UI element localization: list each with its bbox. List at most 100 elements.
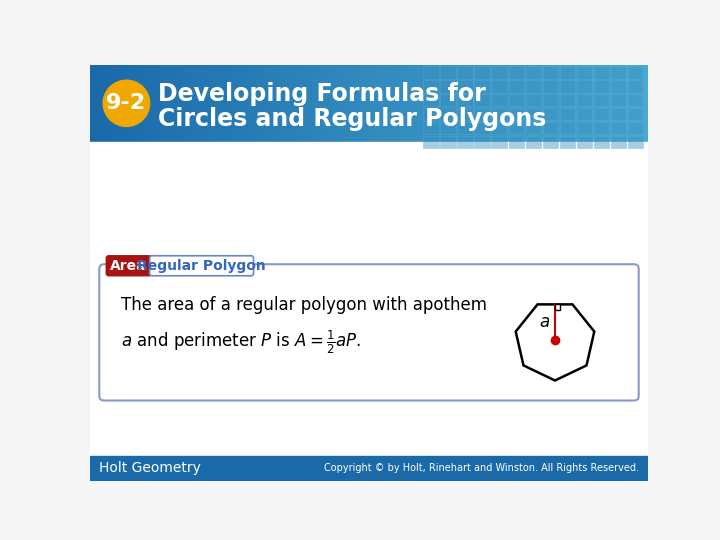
Bar <box>457 94 473 106</box>
Bar <box>593 65 602 142</box>
Text: $a$ and perimeter $P$ is $A = \frac{1}{2}aP$.: $a$ and perimeter $P$ is $A = \frac{1}{2… <box>121 328 361 355</box>
Bar <box>323 65 333 142</box>
Bar <box>378 65 388 142</box>
Bar <box>628 122 644 134</box>
Text: Circles and Regular Polygons: Circles and Regular Polygons <box>158 107 546 131</box>
Bar <box>620 65 630 142</box>
Bar <box>441 136 456 148</box>
Bar <box>474 94 490 106</box>
Bar <box>441 66 456 79</box>
Bar <box>499 65 509 142</box>
Polygon shape <box>555 305 560 310</box>
Bar <box>202 65 212 142</box>
Bar <box>174 65 184 142</box>
Bar <box>526 66 541 79</box>
Bar <box>397 65 407 142</box>
Bar <box>492 122 507 134</box>
Bar <box>611 80 626 92</box>
Bar <box>492 80 507 92</box>
Bar <box>492 66 507 79</box>
Bar <box>611 65 621 142</box>
Bar <box>577 66 593 79</box>
Bar <box>594 80 609 92</box>
Bar <box>441 122 456 134</box>
Bar <box>492 136 507 148</box>
Bar <box>526 136 541 148</box>
Bar <box>118 65 128 142</box>
Bar <box>457 108 473 120</box>
Bar <box>248 65 258 142</box>
Bar <box>285 65 295 142</box>
Bar <box>457 122 473 134</box>
Bar <box>90 456 648 481</box>
Bar <box>481 65 490 142</box>
Bar <box>492 108 507 120</box>
Bar <box>628 108 644 120</box>
Bar <box>462 65 472 142</box>
Bar <box>341 65 351 142</box>
Bar <box>508 80 524 92</box>
Bar <box>406 65 416 142</box>
Text: Copyright © by Holt, Rinehart and Winston. All Rights Reserved.: Copyright © by Holt, Rinehart and Winsto… <box>324 463 639 473</box>
Bar <box>543 136 558 148</box>
Bar <box>457 66 473 79</box>
Bar <box>594 136 609 148</box>
Bar <box>474 136 490 148</box>
Bar <box>594 122 609 134</box>
Bar <box>611 66 626 79</box>
Bar <box>211 65 221 142</box>
Bar <box>559 136 575 148</box>
Bar <box>577 136 593 148</box>
Bar <box>543 80 558 92</box>
Bar <box>474 122 490 134</box>
Bar <box>611 136 626 148</box>
Bar <box>574 65 584 142</box>
Bar <box>526 80 541 92</box>
Bar <box>164 65 174 142</box>
Bar <box>423 80 438 92</box>
Bar <box>266 65 276 142</box>
Text: Regular Polygon: Regular Polygon <box>138 259 266 273</box>
Text: Area: Area <box>110 259 147 273</box>
Bar <box>559 80 575 92</box>
Bar <box>508 66 524 79</box>
Bar <box>258 65 267 142</box>
Bar <box>601 65 611 142</box>
Bar <box>192 65 202 142</box>
Bar <box>577 94 593 106</box>
Bar <box>441 94 456 106</box>
Bar <box>474 108 490 120</box>
Bar <box>294 65 305 142</box>
Bar <box>508 94 524 106</box>
FancyBboxPatch shape <box>150 256 253 276</box>
Bar <box>628 94 644 106</box>
Bar <box>109 65 119 142</box>
Bar <box>492 94 507 106</box>
Bar <box>564 65 575 142</box>
FancyBboxPatch shape <box>99 264 639 401</box>
Bar <box>441 108 456 120</box>
Bar <box>628 80 644 92</box>
Text: The area of a regular polygon with apothem: The area of a regular polygon with apoth… <box>121 296 487 314</box>
Text: 9-2: 9-2 <box>107 93 146 113</box>
Bar <box>423 122 438 134</box>
Bar <box>546 65 556 142</box>
Bar <box>611 122 626 134</box>
Bar <box>526 122 541 134</box>
Bar <box>360 65 370 142</box>
Bar <box>518 65 528 142</box>
Polygon shape <box>516 305 594 381</box>
Bar <box>594 108 609 120</box>
Bar <box>434 65 444 142</box>
Bar <box>577 108 593 120</box>
Bar <box>508 122 524 134</box>
Bar <box>423 94 438 106</box>
Bar <box>332 65 342 142</box>
Bar <box>425 65 435 142</box>
Bar <box>628 66 644 79</box>
Bar <box>313 65 323 142</box>
Bar <box>543 66 558 79</box>
Bar <box>127 65 138 142</box>
Bar <box>490 65 500 142</box>
Bar <box>543 122 558 134</box>
